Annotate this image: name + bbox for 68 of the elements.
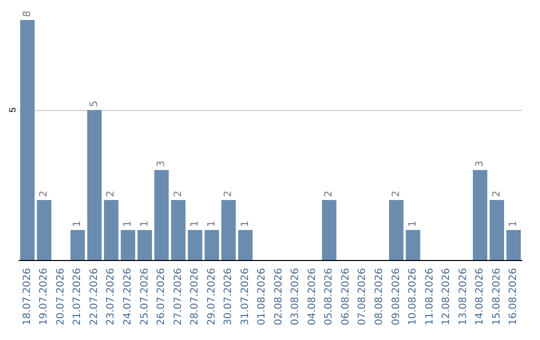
x-tick-label: 03.08.2026 — [290, 268, 302, 326]
bar — [70, 230, 85, 260]
x-tick-label: 11.08.2026 — [424, 268, 436, 326]
bar — [472, 170, 488, 260]
x-tick-label: 02.08.2026 — [273, 268, 284, 326]
data-label: 2 — [106, 190, 117, 197]
bar — [36, 200, 52, 260]
x-tick-label: 30.07.2026 — [223, 268, 234, 326]
bar — [188, 230, 202, 260]
x-tick-label: 22.07.2026 — [88, 268, 100, 326]
data-label: 2 — [324, 190, 335, 197]
bar — [171, 200, 186, 260]
bar — [221, 200, 236, 260]
bar — [204, 230, 220, 260]
bar — [389, 200, 404, 260]
x-tick-label: 21.07.2026 — [72, 268, 84, 326]
x-tick-label: 01.08.2026 — [256, 268, 268, 326]
x-tick-label: 16.08.2026 — [508, 268, 520, 326]
x-tick-label: 18.07.2026 — [22, 268, 33, 326]
data-label: 2 — [172, 190, 184, 197]
x-tick-label: 12.08.2026 — [441, 268, 452, 326]
bar — [154, 170, 169, 260]
bar — [322, 200, 336, 260]
x-tick-label: 26.07.2026 — [156, 268, 168, 326]
data-label: 3 — [156, 160, 168, 167]
bar — [406, 230, 420, 260]
x-tick-label: 05.08.2026 — [324, 268, 335, 326]
x-tick-label: 06.08.2026 — [340, 268, 352, 326]
x-tick-label: 24.07.2026 — [122, 268, 134, 326]
bar — [120, 230, 136, 260]
data-label: 2 — [223, 190, 234, 197]
x-tick-label: 08.08.2026 — [374, 268, 385, 326]
data-label: 1 — [190, 220, 201, 227]
data-label: 8 — [22, 10, 33, 17]
x-tick-label: 07.08.2026 — [357, 268, 368, 326]
bar — [490, 200, 504, 260]
x-tick-label: 10.08.2026 — [408, 268, 419, 326]
bar — [506, 230, 521, 260]
data-label: 1 — [139, 220, 150, 227]
x-tick-label: 31.07.2026 — [240, 268, 251, 326]
data-label: 1 — [408, 220, 419, 227]
x-tick-label: 20.07.2026 — [55, 268, 66, 326]
data-label: 5 — [88, 100, 100, 107]
x-tick-label: 19.07.2026 — [38, 268, 50, 326]
bar — [138, 230, 152, 260]
data-label: 1 — [240, 220, 251, 227]
x-tick-label: 04.08.2026 — [306, 268, 318, 326]
data-label: 2 — [38, 190, 50, 197]
x-tick-label: 13.08.2026 — [458, 268, 469, 326]
data-label: 2 — [491, 190, 502, 197]
x-tick-label: 28.07.2026 — [190, 268, 201, 326]
bar — [104, 200, 118, 260]
data-label: 1 — [206, 220, 218, 227]
x-tick-label: 23.07.2026 — [106, 268, 117, 326]
bar — [87, 110, 102, 260]
data-label: 1 — [72, 220, 84, 227]
bar — [20, 20, 35, 260]
x-tick-label: 09.08.2026 — [390, 268, 402, 326]
data-label: 1 — [508, 220, 520, 227]
data-label: 2 — [390, 190, 402, 197]
x-tick-label: 29.07.2026 — [206, 268, 218, 326]
x-tick-label: 14.08.2026 — [474, 268, 486, 326]
x-tick-label: 25.07.2026 — [139, 268, 150, 326]
x-tick-label: 15.08.2026 — [491, 268, 502, 326]
x-tick-label: 27.07.2026 — [172, 268, 184, 326]
bar — [238, 230, 253, 260]
data-label: 1 — [122, 220, 134, 227]
data-label: 3 — [474, 160, 486, 167]
